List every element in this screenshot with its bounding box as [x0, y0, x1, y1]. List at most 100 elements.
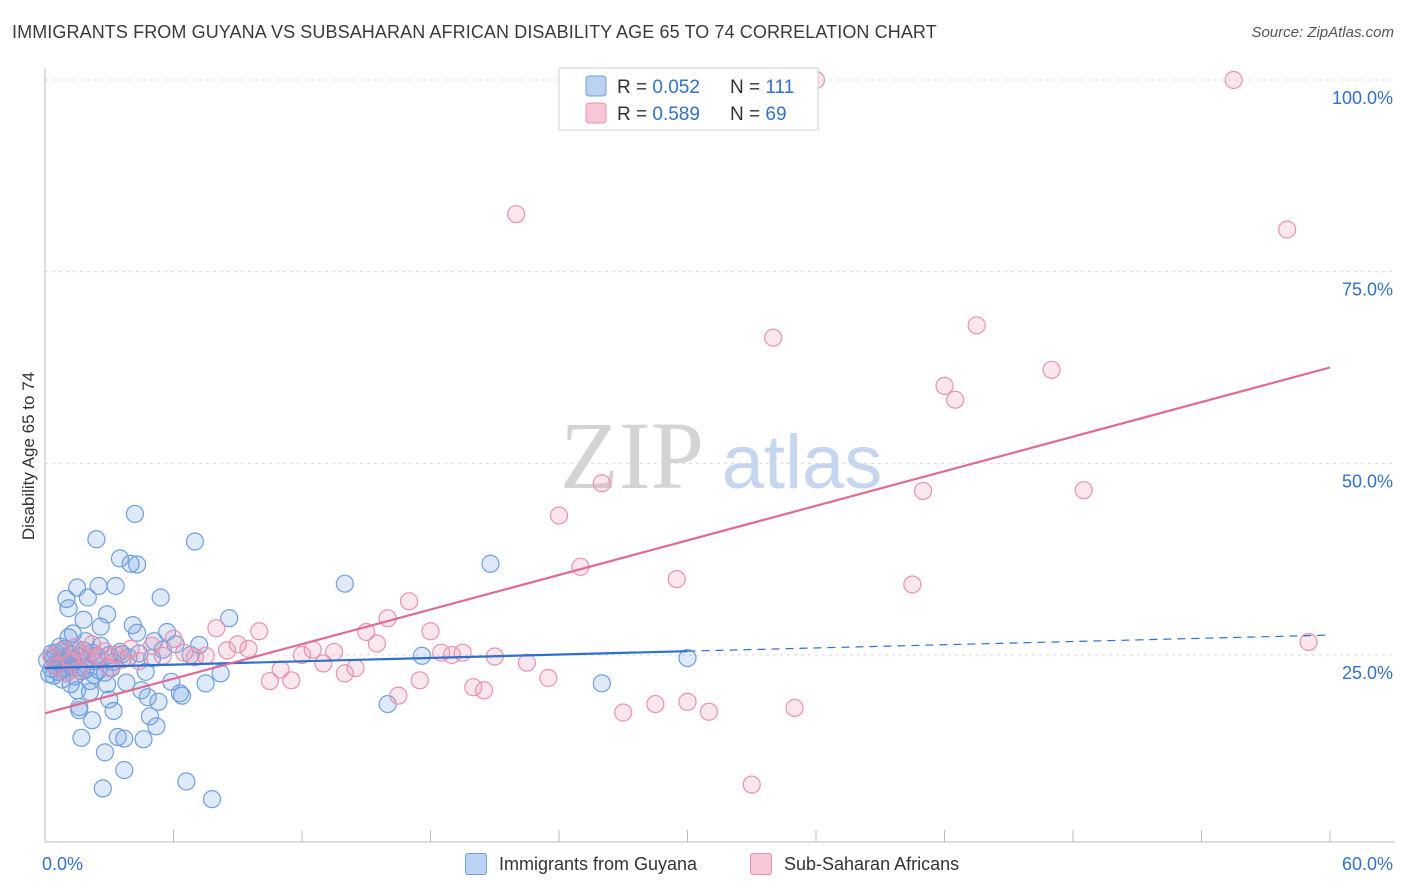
data-point-guyana — [177, 772, 196, 791]
data-point-guyana — [87, 530, 106, 549]
x-tick-labels: 0.0% 60.0% — [42, 854, 1393, 874]
data-point-guyana — [202, 790, 222, 809]
legend-swatch-subsaharan — [750, 853, 772, 875]
watermark: ZIP atlas — [560, 402, 882, 509]
legend-label-subsaharan: Sub-Saharan Africans — [784, 853, 960, 874]
data-point-guyana — [110, 549, 130, 568]
data-point-subsaharan — [421, 622, 440, 641]
data-point-guyana — [93, 779, 112, 798]
source-label: Source: ZipAtlas.com — [1251, 24, 1394, 41]
data-point-guyana — [220, 609, 239, 628]
svg-text:R = 0.589: R = 0.589 — [617, 104, 700, 125]
data-point-guyana — [196, 674, 215, 693]
data-point-guyana — [104, 701, 123, 721]
series-subsaharan-points — [42, 70, 1318, 794]
data-point-subsaharan — [95, 642, 115, 661]
data-point-guyana — [117, 673, 136, 692]
data-point-subsaharan — [699, 702, 719, 721]
data-point-guyana — [95, 743, 115, 762]
data-point-subsaharan — [678, 692, 697, 711]
y-tick-label: 75.0% — [1342, 280, 1393, 300]
data-point-guyana — [125, 504, 145, 524]
data-point-guyana — [185, 532, 205, 551]
data-point-subsaharan — [935, 376, 954, 395]
data-point-subsaharan — [260, 671, 279, 691]
data-point-subsaharan — [764, 328, 783, 347]
data-point-subsaharan — [742, 775, 761, 794]
data-point-subsaharan — [1042, 360, 1061, 379]
watermark-zip: ZIP — [560, 402, 704, 509]
y-tick-label: 25.0% — [1342, 663, 1393, 683]
data-point-subsaharan — [378, 609, 397, 628]
data-point-subsaharan — [217, 641, 237, 660]
data-point-guyana — [80, 682, 100, 701]
axes — [44, 68, 1395, 843]
legend-swatch-pink — [585, 102, 607, 124]
legend-bottom: Immigrants from Guyana Sub-Saharan Afric… — [0, 850, 1406, 880]
legend-n-value-pink: 69 — [765, 104, 786, 125]
data-point-subsaharan — [121, 639, 140, 658]
y-axis-label: Disability Age 65 to 74 — [19, 372, 38, 540]
data-point-guyana — [481, 554, 500, 573]
data-point-guyana — [115, 760, 134, 780]
y-tick-label: 100.0% — [1332, 88, 1393, 108]
data-point-subsaharan — [250, 622, 269, 641]
data-point-subsaharan — [153, 646, 172, 665]
data-point-subsaharan — [292, 645, 312, 665]
data-point-subsaharan — [646, 694, 665, 714]
data-point-subsaharan — [239, 639, 258, 658]
data-point-guyana — [157, 622, 177, 642]
data-point-guyana — [678, 648, 697, 668]
data-point-guyana — [115, 729, 134, 748]
data-point-subsaharan — [967, 316, 986, 335]
data-point-guyana — [140, 707, 160, 726]
data-point-subsaharan — [1074, 481, 1093, 500]
chart-title: IMMIGRANTS FROM GUYANA VS SUBSAHARAN AFR… — [12, 22, 937, 42]
legend-r-value-blue: 0.052 — [652, 77, 700, 98]
data-point-guyana — [106, 576, 125, 596]
data-point-guyana — [74, 610, 93, 629]
legend-r-value-pink: 0.589 — [652, 104, 700, 125]
data-point-guyana — [592, 674, 611, 693]
data-point-guyana — [98, 605, 117, 624]
data-point-guyana — [412, 646, 432, 665]
trend-line-subsaharan — [44, 366, 1331, 715]
data-point-subsaharan — [164, 629, 183, 649]
data-point-subsaharan — [1278, 220, 1297, 239]
data-point-guyana — [83, 711, 102, 730]
data-point-subsaharan — [175, 643, 194, 662]
data-point-subsaharan — [442, 645, 462, 665]
data-point-guyana — [121, 554, 140, 573]
data-point-subsaharan — [539, 668, 558, 688]
legend-swatch-blue — [585, 75, 607, 97]
data-point-guyana — [147, 717, 166, 736]
data-point-subsaharan — [785, 698, 804, 718]
data-point-subsaharan — [346, 658, 365, 678]
trend-lines — [44, 366, 1331, 715]
data-point-subsaharan — [549, 506, 569, 525]
data-point-subsaharan — [667, 569, 686, 589]
data-point-guyana — [127, 555, 147, 574]
data-point-guyana — [172, 686, 192, 705]
trend-line-guyana-extension — [687, 634, 1331, 652]
data-point-subsaharan — [1299, 632, 1318, 652]
data-point-subsaharan — [507, 205, 526, 224]
data-point-subsaharan — [314, 654, 333, 673]
data-point-guyana — [149, 692, 168, 711]
y-tick-labels: 25.0% 50.0% 75.0% 100.0% — [1332, 88, 1393, 683]
legend-item-guyana: Immigrants from Guyana — [465, 853, 697, 875]
data-point-subsaharan — [410, 671, 429, 690]
svg-text:N = 69: N = 69 — [730, 104, 787, 125]
data-point-subsaharan — [282, 671, 301, 690]
data-point-subsaharan — [1224, 70, 1243, 90]
svg-text:N = 111: N = 111 — [730, 77, 794, 98]
data-point-subsaharan — [903, 575, 922, 594]
data-point-guyana — [134, 730, 153, 749]
data-point-subsaharan — [464, 678, 483, 697]
legend-n-label-pink: N = — [730, 104, 765, 125]
trend-line-guyana — [44, 650, 688, 670]
data-point-subsaharan — [325, 642, 344, 662]
data-point-subsaharan — [399, 592, 419, 611]
data-point-subsaharan — [946, 390, 965, 409]
data-point-subsaharan — [228, 635, 247, 654]
